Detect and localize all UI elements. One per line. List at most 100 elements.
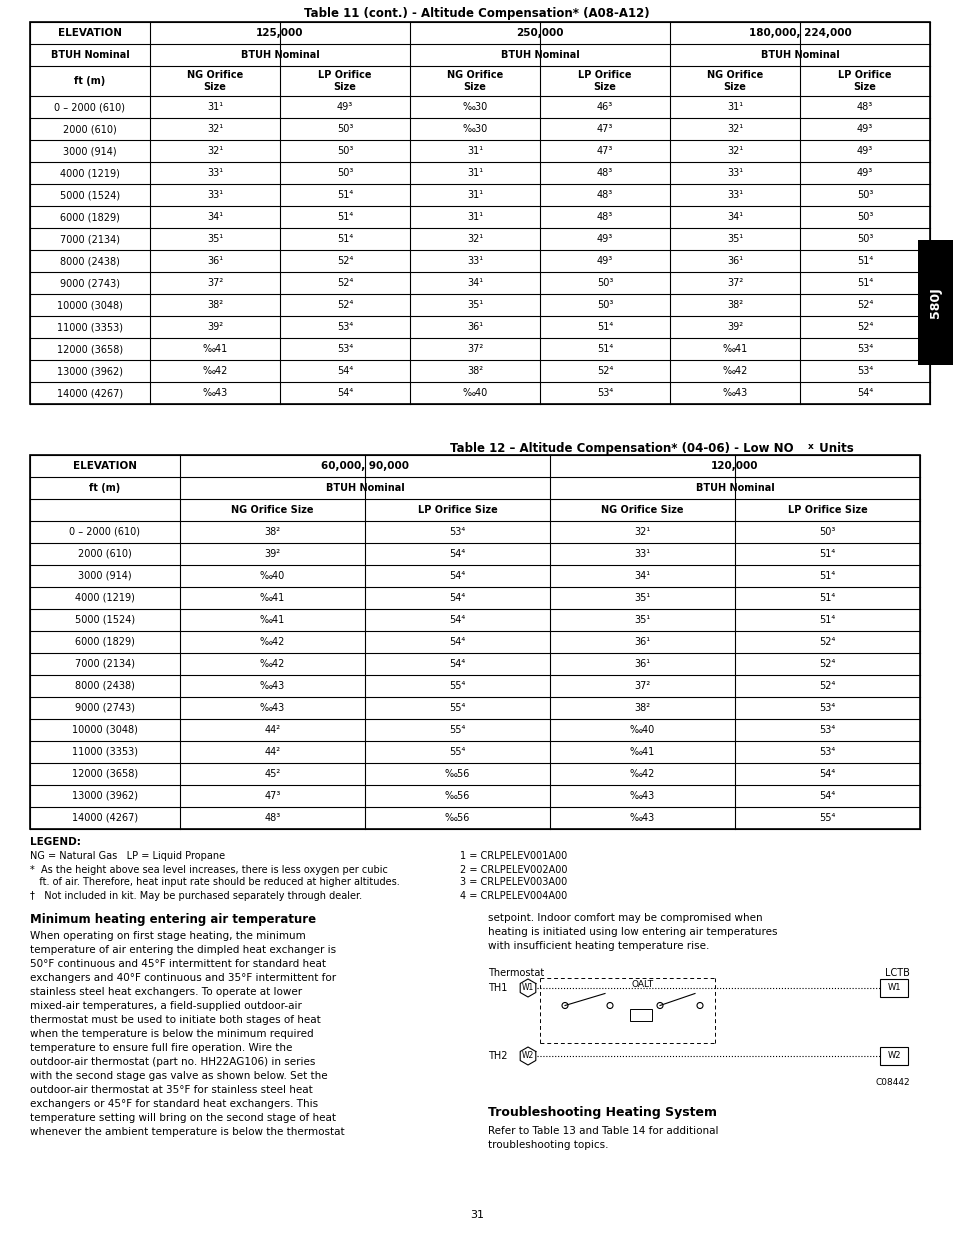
Text: 35¹: 35¹ (207, 233, 223, 245)
Text: NG Orifice
Size: NG Orifice Size (187, 70, 243, 91)
Text: 53⁴: 53⁴ (449, 527, 465, 537)
Text: 51⁴: 51⁴ (336, 190, 353, 200)
Text: 51⁴: 51⁴ (336, 233, 353, 245)
Text: 10000 (3048): 10000 (3048) (57, 300, 123, 310)
Text: W1: W1 (521, 983, 534, 993)
Text: 4000 (1219): 4000 (1219) (60, 168, 120, 178)
Text: LP Orifice
Size: LP Orifice Size (578, 70, 631, 91)
Text: 10000 (3048): 10000 (3048) (72, 725, 138, 735)
Text: LCTB: LCTB (884, 968, 909, 978)
Text: 0 – 2000 (610): 0 – 2000 (610) (54, 103, 126, 112)
Text: 55⁴: 55⁴ (449, 747, 465, 757)
Text: 53⁴: 53⁴ (336, 322, 353, 332)
Text: ‰40: ‰40 (259, 571, 285, 580)
Text: 54⁴: 54⁴ (336, 366, 353, 375)
Text: 250,000: 250,000 (516, 28, 563, 38)
Text: 54⁴: 54⁴ (856, 388, 872, 398)
Text: Thermostat: Thermostat (488, 968, 543, 978)
Text: 11000 (3353): 11000 (3353) (71, 747, 138, 757)
Text: TH2: TH2 (488, 1051, 507, 1061)
Text: 49³: 49³ (597, 233, 613, 245)
Text: LP Orifice
Size: LP Orifice Size (838, 70, 891, 91)
Text: 4000 (1219): 4000 (1219) (75, 593, 134, 603)
Text: LEGEND:: LEGEND: (30, 837, 81, 847)
Text: exchangers and 40°F continuous and 35°F intermittent for: exchangers and 40°F continuous and 35°F … (30, 973, 335, 983)
Text: 125,000: 125,000 (256, 28, 303, 38)
Text: 50°F continuous and 45°F intermittent for standard heat: 50°F continuous and 45°F intermittent fo… (30, 960, 326, 969)
Text: BTUH Nominal: BTUH Nominal (760, 49, 839, 61)
Text: 38²: 38² (726, 300, 742, 310)
Text: temperature setting will bring on the second stage of heat: temperature setting will bring on the se… (30, 1113, 335, 1123)
Text: 38²: 38² (264, 527, 280, 537)
Text: BTUH Nominal: BTUH Nominal (51, 49, 130, 61)
Text: NG Orifice Size: NG Orifice Size (600, 505, 683, 515)
Text: ft. of air. Therefore, heat input rate should be reduced at higher altitudes.: ft. of air. Therefore, heat input rate s… (30, 877, 399, 887)
Text: ELEVATION: ELEVATION (73, 461, 137, 471)
Text: 47³: 47³ (597, 146, 613, 156)
Text: 54⁴: 54⁴ (449, 637, 465, 647)
Text: 52⁴: 52⁴ (597, 366, 613, 375)
Text: 6000 (1829): 6000 (1829) (75, 637, 134, 647)
Bar (629, 1009, 651, 1020)
Text: 37²: 37² (726, 278, 742, 288)
Text: ‰40: ‰40 (462, 388, 487, 398)
Text: Troubleshooting Heating System: Troubleshooting Heating System (488, 1107, 717, 1119)
Text: 48³: 48³ (597, 190, 613, 200)
Text: ‰42: ‰42 (259, 637, 285, 647)
Text: 37²: 37² (466, 345, 482, 354)
Text: 48³: 48³ (597, 212, 613, 222)
Text: 31¹: 31¹ (466, 212, 482, 222)
Text: 0 – 2000 (610): 0 – 2000 (610) (70, 527, 140, 537)
Text: 13000 (3962): 13000 (3962) (57, 366, 123, 375)
Text: 6000 (1829): 6000 (1829) (60, 212, 120, 222)
Text: 7000 (2134): 7000 (2134) (60, 233, 120, 245)
Text: 32¹: 32¹ (726, 124, 742, 135)
Text: 51⁴: 51⁴ (856, 278, 872, 288)
Text: 36¹: 36¹ (726, 256, 742, 266)
Text: 32¹: 32¹ (207, 124, 223, 135)
Text: 47³: 47³ (264, 790, 280, 802)
Text: 34¹: 34¹ (726, 212, 742, 222)
Text: 45²: 45² (264, 769, 280, 779)
Text: 49³: 49³ (856, 124, 872, 135)
Text: 33¹: 33¹ (466, 256, 482, 266)
Text: 37²: 37² (207, 278, 223, 288)
Text: 180,000, 224,000: 180,000, 224,000 (748, 28, 850, 38)
Text: 52⁴: 52⁴ (819, 680, 835, 692)
Text: 54⁴: 54⁴ (449, 615, 465, 625)
Text: 49³: 49³ (597, 256, 613, 266)
Text: 5000 (1524): 5000 (1524) (60, 190, 120, 200)
Text: 9000 (2743): 9000 (2743) (60, 278, 120, 288)
Text: 31¹: 31¹ (466, 146, 482, 156)
Text: Minimum heating entering air temperature: Minimum heating entering air temperature (30, 913, 315, 926)
Text: 36¹: 36¹ (634, 659, 650, 669)
Text: 54⁴: 54⁴ (449, 593, 465, 603)
Text: outdoor-air thermostat (part no. HH22AG106) in series: outdoor-air thermostat (part no. HH22AG1… (30, 1057, 315, 1067)
Text: ‰41: ‰41 (202, 345, 228, 354)
Text: stainless steel heat exchangers. To operate at lower: stainless steel heat exchangers. To oper… (30, 987, 302, 997)
Text: 35¹: 35¹ (726, 233, 742, 245)
Text: 11000 (3353): 11000 (3353) (57, 322, 123, 332)
Text: 52⁴: 52⁴ (336, 256, 353, 266)
Text: 120,000: 120,000 (711, 461, 758, 471)
Bar (30, 22, 929, 404)
Text: 48³: 48³ (264, 813, 280, 823)
Text: 32¹: 32¹ (634, 527, 650, 537)
Text: 36¹: 36¹ (634, 637, 650, 647)
Text: 50³: 50³ (336, 124, 353, 135)
Text: when the temperature is below the minimum required: when the temperature is below the minimu… (30, 1029, 314, 1039)
Text: NG Orifice
Size: NG Orifice Size (446, 70, 502, 91)
Text: ‰43: ‰43 (629, 813, 655, 823)
Text: exchangers or 45°F for standard heat exchangers. This: exchangers or 45°F for standard heat exc… (30, 1099, 317, 1109)
Text: 34¹: 34¹ (466, 278, 482, 288)
Text: ‰42: ‰42 (629, 769, 655, 779)
Text: Table 11 (cont.) - Altitude Compensation* (A08-A12): Table 11 (cont.) - Altitude Compensation… (304, 7, 649, 20)
Text: 47³: 47³ (597, 124, 613, 135)
Text: ft (m): ft (m) (90, 483, 120, 493)
Bar (917, 240, 953, 366)
Text: ‰43: ‰43 (629, 790, 655, 802)
Text: 51⁴: 51⁴ (819, 593, 835, 603)
Text: 50³: 50³ (856, 190, 872, 200)
Text: 54⁴: 54⁴ (449, 571, 465, 580)
Text: 51⁴: 51⁴ (336, 212, 353, 222)
